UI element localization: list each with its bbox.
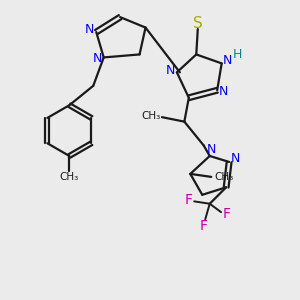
Text: F: F [185, 193, 193, 207]
Text: CH₃: CH₃ [60, 172, 79, 182]
Text: N: N [206, 143, 216, 156]
Text: N: N [223, 54, 232, 67]
Text: N: N [85, 23, 94, 36]
Text: N: N [166, 64, 175, 77]
Text: N: N [219, 85, 228, 98]
Text: F: F [222, 207, 230, 220]
Text: H: H [232, 48, 242, 61]
Text: N: N [231, 152, 240, 166]
Text: F: F [200, 219, 208, 233]
Text: N: N [92, 52, 102, 65]
Text: CH₃: CH₃ [142, 111, 161, 121]
Text: CH₃: CH₃ [214, 172, 233, 182]
Text: S: S [193, 16, 203, 31]
